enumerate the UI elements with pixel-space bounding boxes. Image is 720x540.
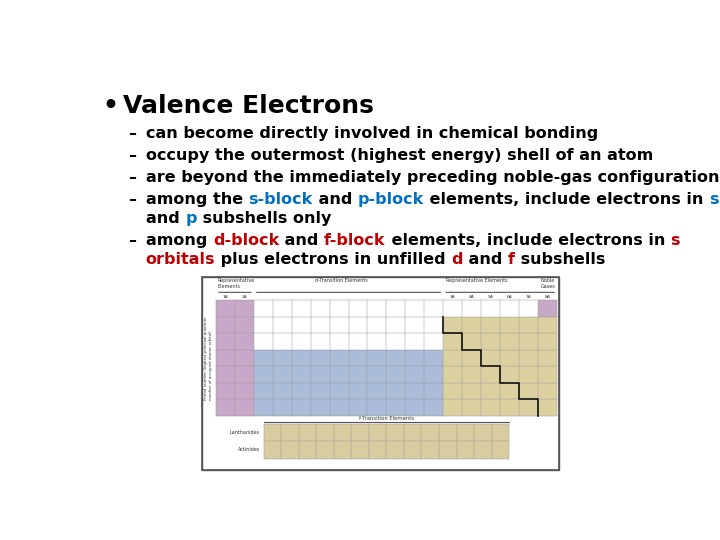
Text: can become directly involved in chemical bonding: can become directly involved in chemical… <box>145 126 598 141</box>
Text: 8A: 8A <box>544 295 550 299</box>
Text: elements, include electrons in: elements, include electrons in <box>385 233 670 248</box>
Text: 1A: 1A <box>222 295 228 299</box>
Text: –: – <box>128 126 136 141</box>
Text: occupy the outermost (highest energy) shell of an atom: occupy the outermost (highest energy) sh… <box>145 148 653 163</box>
Text: –: – <box>128 192 136 207</box>
Bar <box>538 300 557 316</box>
Bar <box>202 277 559 470</box>
Text: subshells: subshells <box>515 252 606 267</box>
Text: d-block: d-block <box>213 233 279 248</box>
Text: orbitals: orbitals <box>145 252 215 267</box>
Bar <box>444 316 557 416</box>
Bar <box>216 300 253 416</box>
Text: Lanthanides: Lanthanides <box>230 430 260 435</box>
Text: 4A: 4A <box>469 295 474 299</box>
Text: Noble
Gases: Noble Gases <box>541 278 555 288</box>
Text: 6A: 6A <box>507 295 513 299</box>
Text: –: – <box>128 148 136 163</box>
Text: and: and <box>463 252 508 267</box>
Text: are beyond the immediately preceding noble-gas configuration: are beyond the immediately preceding nob… <box>145 170 719 185</box>
Text: •: • <box>102 94 118 118</box>
Bar <box>264 424 509 458</box>
Text: among the: among the <box>145 192 248 207</box>
Text: 2A: 2A <box>241 295 247 299</box>
Text: plus electrons in unfilled: plus electrons in unfilled <box>215 252 451 267</box>
Text: elements, include electrons in: elements, include electrons in <box>424 192 709 207</box>
Text: 7A: 7A <box>526 295 531 299</box>
Text: f: f <box>508 252 515 267</box>
Text: –: – <box>128 233 136 248</box>
Text: Valence Electrons: Valence Electrons <box>124 94 374 118</box>
Text: s-block: s-block <box>248 192 312 207</box>
Text: s: s <box>670 233 680 248</box>
Text: f-block: f-block <box>324 233 385 248</box>
Text: and: and <box>145 211 185 226</box>
Text: Representative Elements: Representative Elements <box>446 278 508 283</box>
Bar <box>253 350 444 416</box>
Bar <box>202 277 559 470</box>
Text: Representative
Elements: Representative Elements <box>217 278 255 288</box>
Text: s: s <box>709 192 719 207</box>
Text: p-block: p-block <box>358 192 424 207</box>
Text: and: and <box>312 192 358 207</box>
Text: Period number (highest principal quantum
number of occupied atomic orbital): Period number (highest principal quantum… <box>204 316 213 400</box>
Text: Actinides: Actinides <box>238 448 260 453</box>
Text: –: – <box>128 170 136 185</box>
Text: p: p <box>185 211 197 226</box>
Text: 5A: 5A <box>487 295 493 299</box>
Text: subshells only: subshells only <box>197 211 331 226</box>
Text: f-Transition Elements: f-Transition Elements <box>359 416 414 421</box>
Text: 3A: 3A <box>450 295 456 299</box>
Text: d: d <box>451 252 463 267</box>
Text: and: and <box>279 233 324 248</box>
Text: among: among <box>145 233 213 248</box>
Text: d-Transition Elements: d-Transition Elements <box>315 278 367 283</box>
